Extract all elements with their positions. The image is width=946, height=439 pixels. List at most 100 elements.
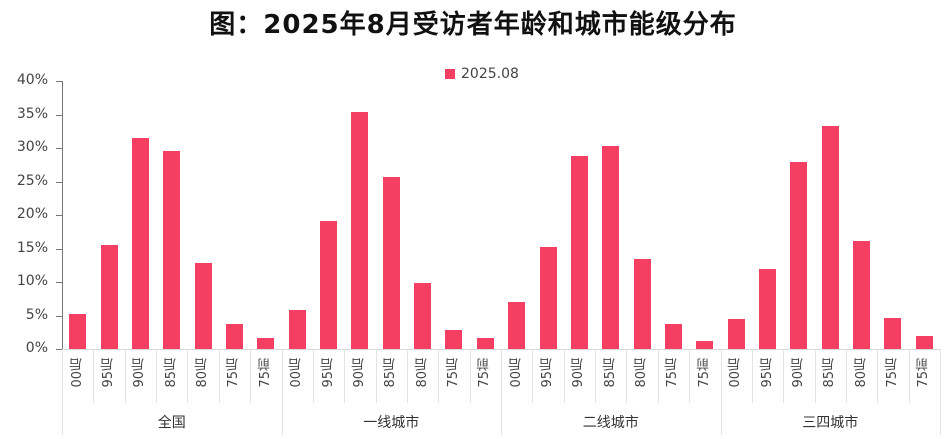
y-tick	[56, 181, 62, 183]
x-tick-separator	[312, 349, 314, 403]
bar	[508, 302, 526, 349]
x-category-label: 90后	[351, 358, 367, 388]
y-tick-label: 15%	[16, 239, 48, 256]
chart-title: 图：2025年8月受访者年龄和城市能级分布	[209, 10, 737, 40]
bar	[225, 324, 243, 349]
x-tick-separator	[563, 349, 565, 403]
x-category-label: 75后	[665, 358, 681, 388]
bar	[414, 282, 432, 349]
x-tick-separator	[250, 349, 252, 403]
y-tick-label: 30%	[16, 139, 48, 155]
x-tick-separator	[689, 349, 691, 403]
x-category-label: 80后	[853, 358, 869, 388]
y-tick-label: 25%	[16, 172, 48, 189]
bar	[539, 247, 557, 349]
x-category-label: 80后	[414, 358, 430, 388]
y-tick	[56, 148, 62, 149]
x-category-label: 00后	[728, 358, 744, 388]
x-tick-separator	[93, 349, 95, 403]
x-category-label: 95后	[759, 358, 775, 388]
x-category-label: 75前	[696, 358, 712, 388]
x-category-label: 95后	[540, 358, 556, 388]
x-category-label: 90后	[790, 358, 806, 388]
x-tick-separator	[532, 349, 534, 403]
x-category-label: 80后	[634, 358, 650, 388]
y-tick-label: 10%	[16, 273, 48, 289]
x-category-label: 85后	[822, 358, 838, 388]
bar	[131, 137, 149, 349]
bar	[100, 245, 118, 349]
bar	[727, 318, 745, 349]
y-axis	[62, 81, 63, 349]
x-tick-separator	[720, 349, 722, 435]
x-category-label: 95后	[101, 358, 117, 388]
x-tick-separator	[406, 349, 408, 403]
x-tick-separator	[783, 349, 785, 403]
x-tick-separator	[908, 349, 910, 403]
bar	[915, 336, 933, 349]
y-tick-label: 20%	[16, 206, 48, 222]
bar	[664, 324, 682, 349]
x-category-label: 00后	[508, 358, 524, 388]
x-category-label: 00后	[69, 358, 85, 388]
x-tick-separator	[375, 349, 377, 403]
x-tick-separator	[626, 349, 628, 403]
y-tick-label: 40%	[16, 72, 48, 88]
x-tick-separator	[940, 349, 941, 435]
x-category-label: 90后	[132, 358, 148, 388]
x-tick-separator	[124, 349, 126, 403]
x-tick-separator	[469, 349, 471, 403]
y-tick	[56, 349, 62, 350]
bar	[821, 125, 839, 349]
x-category-label: 00后	[289, 358, 305, 388]
y-tick	[56, 81, 62, 82]
bar	[320, 221, 338, 349]
bar	[257, 338, 275, 349]
y-tick	[56, 215, 62, 216]
x-tick-separator	[595, 349, 597, 403]
bar	[382, 176, 400, 349]
y-tick-label: 0%	[25, 340, 48, 356]
bar	[69, 314, 87, 349]
legend-label: 2025.08	[461, 66, 519, 82]
y-tick-label: 35%	[16, 105, 48, 122]
y-tick	[56, 282, 62, 283]
bar	[696, 340, 714, 349]
bar	[633, 259, 651, 349]
x-category-label: 75前	[477, 358, 493, 388]
x-category-label: 95后	[320, 358, 336, 388]
x-category-label: 85后	[383, 358, 399, 388]
bar	[853, 241, 871, 349]
bar	[351, 112, 369, 349]
x-tick-separator	[501, 349, 502, 435]
x-category-label: 75前	[916, 358, 932, 388]
x-group-label: 全国	[157, 415, 186, 431]
x-category-label: 85后	[602, 358, 618, 388]
bar	[288, 310, 306, 349]
x-category-label: 75后	[226, 358, 242, 388]
bar	[790, 162, 808, 349]
bar	[163, 151, 181, 349]
y-tick	[56, 315, 62, 317]
y-tick-label: 5%	[25, 306, 48, 323]
bar	[884, 318, 902, 349]
x-group-label: 一线城市	[363, 415, 420, 431]
bar	[759, 269, 777, 349]
x-category-label: 75后	[445, 358, 461, 388]
x-tick-separator	[218, 349, 220, 403]
x-category-label: 75后	[884, 358, 900, 388]
x-tick-separator	[62, 349, 63, 435]
x-tick-separator	[187, 349, 189, 403]
x-tick-separator	[156, 349, 158, 403]
x-category-label: 80后	[195, 358, 211, 388]
bar	[194, 263, 212, 349]
x-tick-separator	[751, 349, 753, 403]
x-tick-separator	[877, 349, 879, 403]
x-category-label: 85后	[163, 358, 179, 388]
x-tick-separator	[657, 349, 659, 403]
x-tick-separator	[814, 349, 816, 403]
bar	[445, 330, 463, 349]
x-tick-separator	[438, 349, 440, 403]
x-tick-separator	[344, 349, 346, 403]
x-tick-separator	[281, 349, 283, 435]
